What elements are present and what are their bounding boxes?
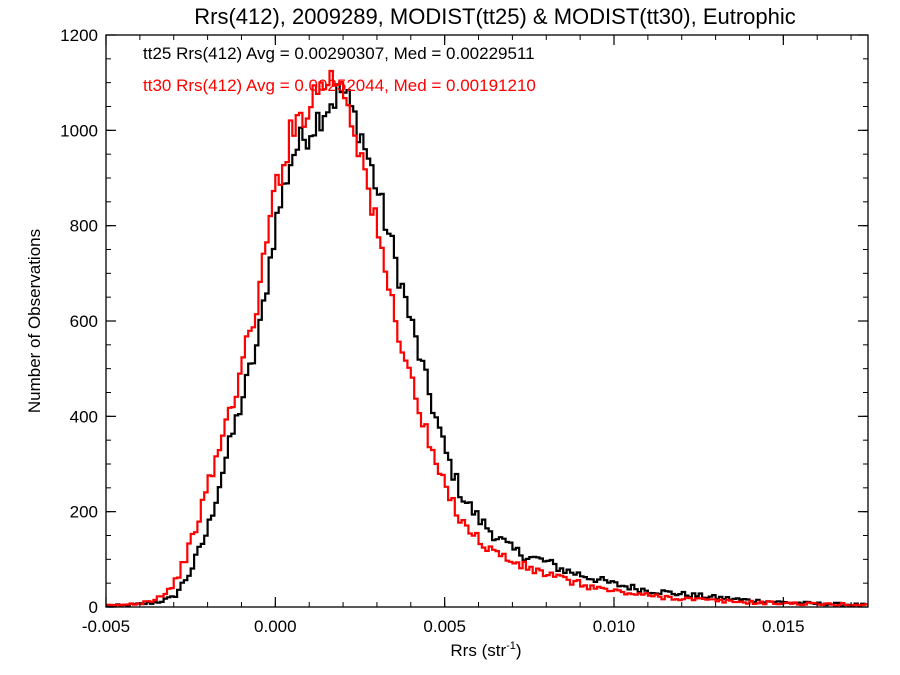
series-line-tt25 xyxy=(106,83,868,608)
x-tick-label: -0.005 xyxy=(82,617,130,636)
annotation-tt25: tt25 Rrs(412) Avg = 0.00290307, Med = 0.… xyxy=(143,44,535,63)
x-axis-label-end: ) xyxy=(516,641,522,660)
y-tick-label: 400 xyxy=(70,407,98,426)
x-tick-label: 0.010 xyxy=(593,617,636,636)
y-tick-label: 200 xyxy=(70,503,98,522)
x-tick-label: 0.005 xyxy=(423,617,466,636)
x-axis-label-main: Rrs (str xyxy=(450,641,506,660)
series-layer xyxy=(106,69,868,608)
y-tick-label: 1000 xyxy=(60,121,98,140)
x-axis-label: Rrs (str-1) xyxy=(450,640,521,660)
ticks-layer: -0.005 0.000 0.005 0.010 0.015 0 200 400 600 800 1… xyxy=(60,26,868,636)
y-tick-label: 600 xyxy=(70,312,98,331)
x-tick-label: 0.000 xyxy=(254,617,297,636)
x-axis-label-sup: -1 xyxy=(506,640,516,652)
chart-title: Rrs(412), 2009289, MODIST(tt25) & MODIST… xyxy=(194,4,796,29)
y-axis-label: Number of Observations xyxy=(25,229,44,413)
x-tick-label: 0.015 xyxy=(762,617,805,636)
y-tick-label: 800 xyxy=(70,217,98,236)
series-line-tt30 xyxy=(106,69,868,607)
y-tick-label: 1200 xyxy=(60,26,98,45)
y-tick-label: 0 xyxy=(89,598,98,617)
plot-frame xyxy=(105,34,869,608)
annotation-tt30: tt30 Rrs(412) Avg = 0.00252044, Med = 0.… xyxy=(143,76,536,95)
